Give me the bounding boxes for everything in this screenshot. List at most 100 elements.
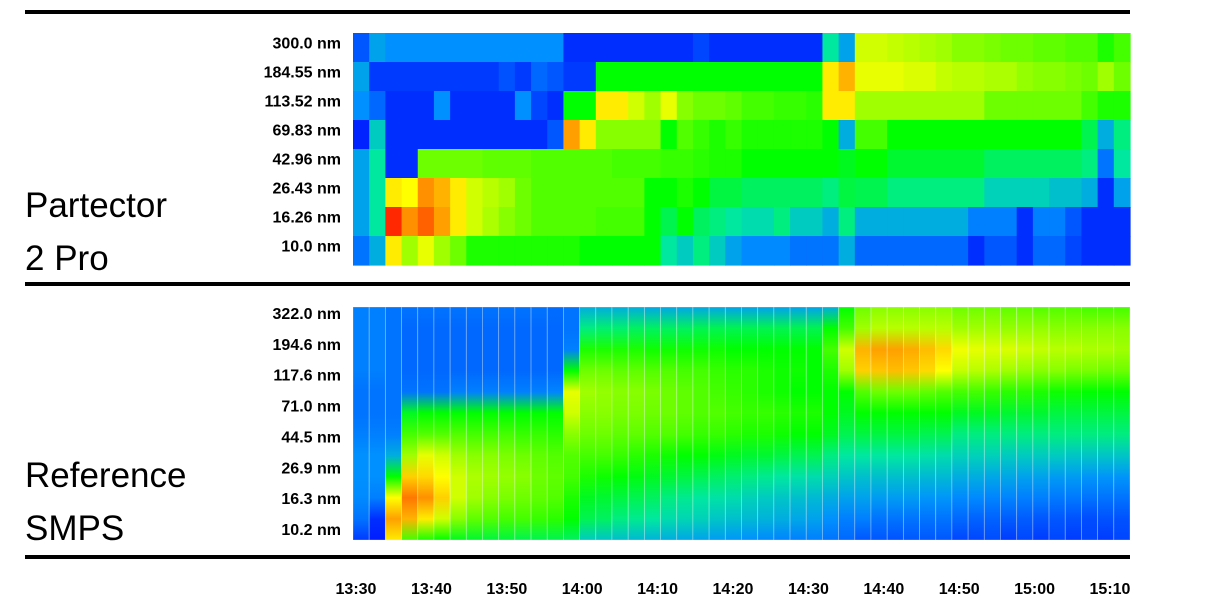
heatmap-cell <box>466 33 484 63</box>
heatmap-column <box>611 306 629 541</box>
heatmap-cell <box>935 91 953 121</box>
heatmap-cell <box>612 178 629 208</box>
heatmap-cell <box>1032 120 1050 150</box>
heatmap-column <box>951 306 969 541</box>
heatmap-cell <box>806 120 824 150</box>
heatmap-cell <box>838 207 856 237</box>
heatmap-cell <box>547 120 565 150</box>
heatmap-cell <box>757 236 775 266</box>
heatmap-column <box>724 306 742 541</box>
y-tick-label: 10.2 nm <box>281 522 341 539</box>
heatmap-cell <box>579 178 597 208</box>
heatmap-cell <box>385 236 403 266</box>
heatmap-cell <box>871 33 888 63</box>
heatmap-cell <box>1081 62 1099 92</box>
heatmap-cell <box>806 62 824 92</box>
heatmap-cell <box>709 62 726 92</box>
heatmap-cell <box>676 33 694 63</box>
heatmap-cell <box>450 178 467 208</box>
heatmap-cell <box>871 178 888 208</box>
heatmap-cell <box>676 62 694 92</box>
heatmap-cell <box>433 62 451 92</box>
heatmap-cell <box>854 91 872 121</box>
heatmap-cell <box>1016 178 1034 208</box>
heatmap-cell <box>968 91 985 121</box>
heatmap-cell <box>563 91 581 121</box>
heatmap-column <box>919 306 937 541</box>
heatmap-cell <box>531 91 548 121</box>
heatmap-cell <box>385 149 403 179</box>
heatmap-cell <box>1000 33 1018 63</box>
heatmap-cell <box>1081 91 1099 121</box>
heatmap-cell <box>417 120 435 150</box>
heatmap-cell <box>968 62 985 92</box>
heatmap-cell <box>612 207 629 237</box>
heatmap-cell <box>1097 236 1115 266</box>
heatmap-column <box>886 306 904 541</box>
y-tick-label: 184.55 nm <box>264 65 341 82</box>
heatmap-cell <box>1032 62 1050 92</box>
heatmap-cell <box>417 149 435 179</box>
heatmap-cell <box>466 62 484 92</box>
heatmap-cell <box>725 236 743 266</box>
heatmap-cell <box>692 62 710 92</box>
heatmap-cell <box>417 178 435 208</box>
heatmap-cell <box>871 62 888 92</box>
heatmap-cell <box>612 91 629 121</box>
heatmap-column <box>643 306 661 541</box>
heatmap-cell <box>531 178 548 208</box>
heatmap-cell <box>692 149 710 179</box>
heatmap-cell <box>612 236 629 266</box>
heatmap-cell <box>790 33 807 63</box>
heatmap-cell <box>806 236 824 266</box>
heatmap-cell <box>612 33 629 63</box>
heatmap-cell <box>709 120 726 150</box>
heatmap-cell <box>660 120 678 150</box>
heatmap-cell <box>790 178 807 208</box>
heatmap-cell <box>838 236 856 266</box>
heatmap-cell <box>757 33 775 63</box>
heatmap-cell <box>563 149 581 179</box>
y-tick-label: 69.83 nm <box>273 123 341 140</box>
heatmap-cell <box>482 33 500 63</box>
heatmap-cell <box>919 149 937 179</box>
heatmap-cell <box>644 236 662 266</box>
y-tick-label: 10.0 nm <box>281 239 341 256</box>
heatmap-cell <box>725 178 743 208</box>
heatmap-cell <box>579 62 597 92</box>
heatmap-column <box>627 306 645 541</box>
heatmap-cell <box>1016 120 1034 150</box>
heatmap-cell <box>806 91 824 121</box>
heatmap-cell <box>822 149 840 179</box>
heatmap-column <box>1081 306 1099 541</box>
heatmap-cell <box>951 236 969 266</box>
heatmap-cell <box>450 33 467 63</box>
heatmap-cell <box>433 149 451 179</box>
heatmap-cell <box>433 207 451 237</box>
heatmap-cell <box>1097 33 1115 63</box>
heatmap-cell <box>498 207 516 237</box>
heatmap-cell <box>725 91 743 121</box>
heatmap-column <box>465 306 483 541</box>
heatmap-cell <box>450 149 467 179</box>
heatmap-cell <box>369 91 386 121</box>
x-tick-label: 14:00 <box>562 581 603 598</box>
heatmap-cell <box>935 33 953 63</box>
heatmap-cell <box>612 120 629 150</box>
heatmap-column <box>1048 306 1066 541</box>
heatmap-cell <box>466 91 484 121</box>
heatmap-cell <box>903 236 921 266</box>
heatmap-cell <box>838 149 856 179</box>
heatmap-cell <box>514 149 532 179</box>
heatmap-cell <box>514 33 532 63</box>
heatmap-cell <box>854 178 872 208</box>
x-tick-label: 14:10 <box>637 581 678 598</box>
heatmap-cell <box>531 207 548 237</box>
heatmap-column <box>595 306 613 541</box>
heatmap-cell <box>984 33 1002 63</box>
heatmap-column <box>983 306 1001 541</box>
x-tick-label: 13:40 <box>411 581 452 598</box>
heatmap-cell <box>353 149 370 179</box>
heatmap-cell <box>1049 120 1066 150</box>
heatmap-cell <box>417 33 435 63</box>
